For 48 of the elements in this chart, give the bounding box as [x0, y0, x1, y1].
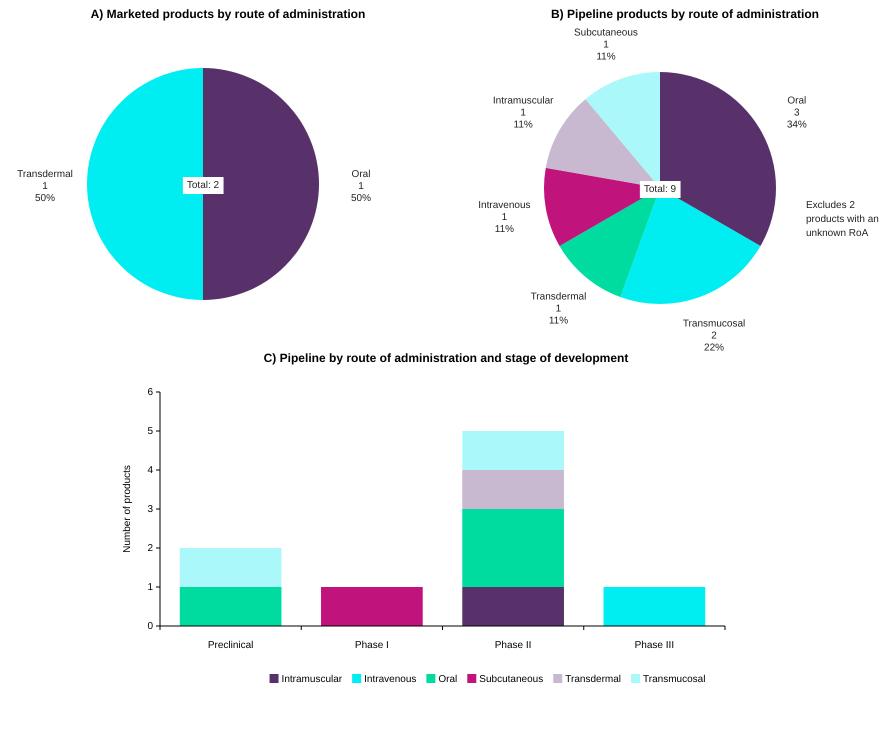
data-label: 1 11% — [494, 212, 514, 235]
bar — [180, 548, 282, 587]
legend-label: Subcutaneous — [479, 674, 544, 685]
x-tick-label: Phase III — [634, 640, 674, 651]
bar — [462, 431, 564, 470]
text: Total: 2 — [186, 180, 220, 191]
data-label: 1 11% — [514, 108, 533, 130]
slice-label: Subcutaneous — [574, 27, 638, 38]
x-tick-label: Phase II — [494, 640, 532, 651]
chart-title: C) Pipeline by route of administration and stage of development — [264, 351, 628, 365]
slice-label: Oral — [787, 96, 806, 106]
y-tick-label: 3 — [147, 504, 154, 516]
y-tick-label: 5 — [147, 426, 154, 438]
x-tick-label: Phase I — [354, 640, 389, 651]
data-label: 1 11% — [548, 304, 568, 327]
slice-label: Transdermal — [17, 169, 73, 180]
data-label: 1 50% — [34, 181, 56, 204]
slice-label: Transdermal — [530, 292, 586, 303]
bar — [462, 470, 564, 509]
data-label: 3 34% — [786, 108, 807, 130]
y-tick-label: 1 — [147, 582, 154, 594]
y-tick-label: 2 — [147, 543, 154, 554]
slice-label: Oral — [352, 169, 370, 180]
chart-title: A) Marketed products by route of administration — [90, 7, 366, 21]
legend-label: Transmucosal — [643, 674, 706, 685]
slice-label: Intramuscular — [492, 96, 554, 106]
x-tick-label: Preclinical — [208, 640, 254, 651]
data-label: 2 22% — [704, 330, 724, 354]
legend-label: Oral — [438, 674, 458, 685]
bar — [180, 587, 282, 626]
bar — [604, 587, 706, 626]
y-tick-label: 0 — [147, 621, 154, 632]
y-tick-label: 6 — [147, 387, 154, 398]
data-label: 1 50% — [350, 181, 372, 204]
data-label: 1 11% — [596, 39, 616, 62]
bar — [321, 587, 423, 626]
legend-label: Intramuscular — [282, 674, 343, 685]
chart-title: B) Pipeline products by route of administration — [550, 7, 820, 21]
slice-label: Transmucosal — [682, 318, 746, 330]
legend-label: Transdermal — [565, 674, 622, 685]
legend-label: Intravenous — [364, 674, 416, 685]
slice-label: Intravenous — [478, 200, 531, 211]
text: Total: 9 — [644, 184, 677, 195]
y-axis-title: Number of products — [122, 465, 133, 553]
text: Excludes 2 products with an unknown RoA — [806, 200, 879, 239]
bar — [462, 509, 564, 587]
y-tick-label: 4 — [147, 465, 154, 476]
bar — [462, 587, 564, 626]
